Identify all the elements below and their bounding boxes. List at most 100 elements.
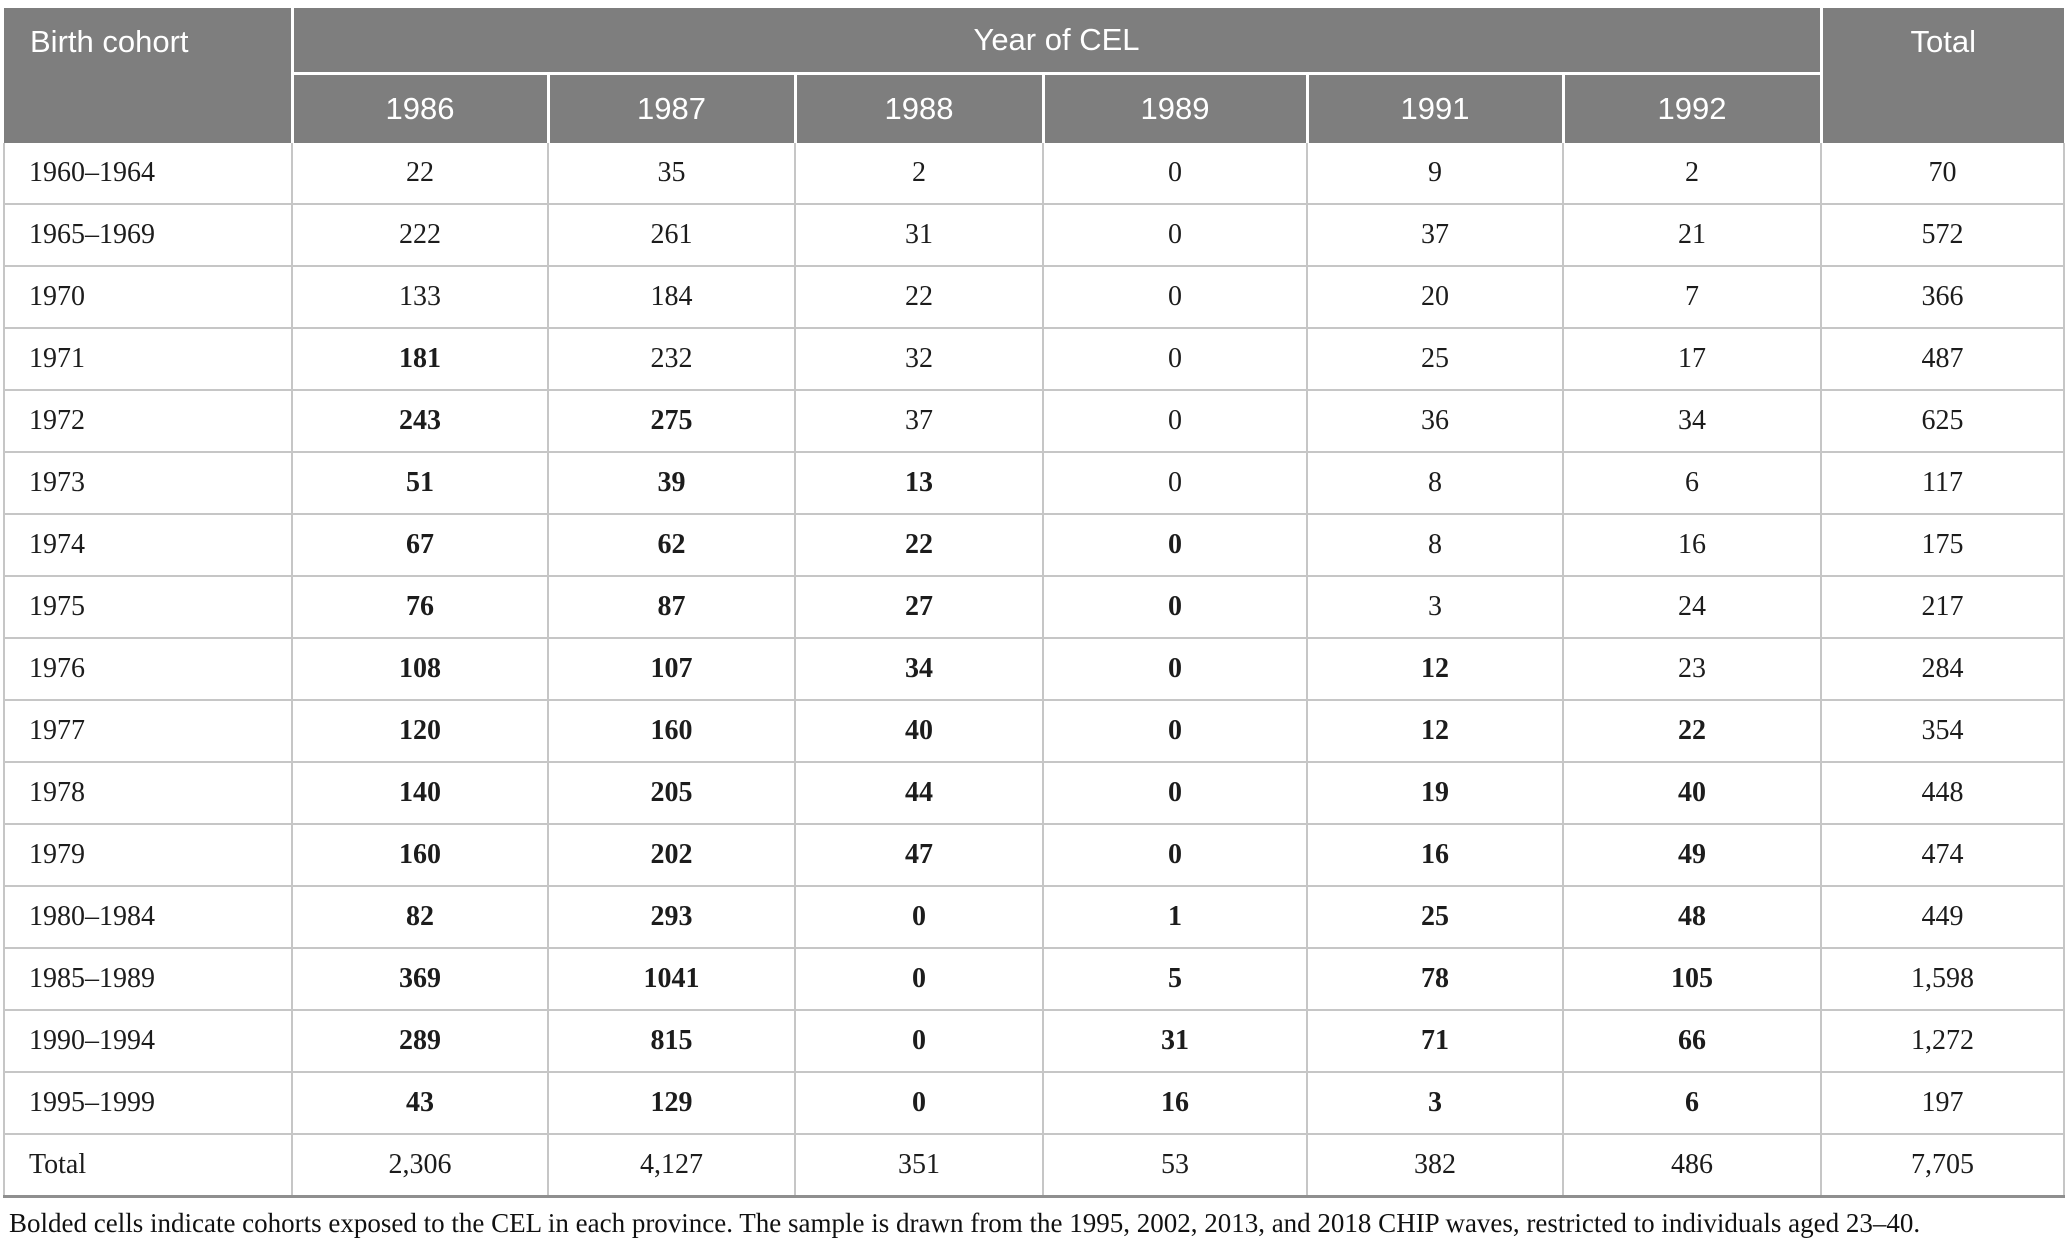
cell-1988: 22 <box>794 265 1044 329</box>
table-row: 1980–1984 82 293 0 1 25 48 449 <box>3 885 2065 949</box>
cell-1987: 35 <box>547 143 796 205</box>
cell-1991: 16 <box>1306 823 1564 887</box>
cell-1989: 0 <box>1042 699 1308 763</box>
header-year-1989: 1989 <box>1041 73 1307 143</box>
table-row: 1976 108 107 34 0 12 23 284 <box>3 637 2065 701</box>
cell-1992: 2 <box>1562 143 1822 205</box>
total-row-label: Total <box>3 1133 293 1198</box>
table-row: 1972 243 275 37 0 36 34 625 <box>3 389 2065 453</box>
cell-1986: 181 <box>291 327 549 391</box>
cell-1991: 37 <box>1306 203 1564 267</box>
table-row: 1974 67 62 22 0 8 16 175 <box>3 513 2065 577</box>
cell-1991: 12 <box>1306 637 1564 701</box>
cell-1992: 24 <box>1562 575 1822 639</box>
cell-1988: 32 <box>794 327 1044 391</box>
table-row: 1965–1969 222 261 31 0 37 21 572 <box>3 203 2065 267</box>
cell-1986: 289 <box>291 1009 549 1073</box>
cell-1986: 43 <box>291 1071 549 1135</box>
cell-1988: 27 <box>794 575 1044 639</box>
table-row: 1970 133 184 22 0 20 7 366 <box>3 265 2065 329</box>
cell-1987: 261 <box>547 203 796 267</box>
cell-row-total: 572 <box>1820 203 2065 267</box>
cell-1991: 3 <box>1306 1071 1564 1135</box>
cell-1986: 67 <box>291 513 549 577</box>
cell-1992: 17 <box>1562 327 1822 391</box>
cell-1986: 22 <box>291 143 549 205</box>
cell-1991: 9 <box>1306 143 1564 205</box>
cell-1989: 53 <box>1042 1133 1308 1198</box>
cell-1986: 82 <box>291 885 549 949</box>
cell-1991: 19 <box>1306 761 1564 825</box>
table-row: 1979 160 202 47 0 16 49 474 <box>3 823 2065 887</box>
cell-1992: 66 <box>1562 1009 1822 1073</box>
cell-row-total: 197 <box>1820 1071 2065 1135</box>
cell-1988: 44 <box>794 761 1044 825</box>
cell-1992: 6 <box>1562 1071 1822 1135</box>
cel-birth-cohort-table: Birth cohort Year of CEL Total 1986 1987 1… <box>3 8 2065 1198</box>
cell-1989: 0 <box>1042 823 1308 887</box>
cell-1992: 105 <box>1562 947 1822 1011</box>
cell-1987: 205 <box>547 761 796 825</box>
cell-1987: 293 <box>547 885 796 949</box>
table-row: 1975 76 87 27 0 3 24 217 <box>3 575 2065 639</box>
cell-1992: 7 <box>1562 265 1822 329</box>
header-row-top: Birth cohort Year of CEL Total <box>4 8 2064 143</box>
cell-1991: 25 <box>1306 885 1564 949</box>
cell-1988: 34 <box>794 637 1044 701</box>
table-body: 1960–1964 22 35 2 0 9 2 70 1965–1969 222 261 31 0 37 2… <box>3 143 2065 1198</box>
table-header: Birth cohort Year of CEL Total 1986 1987 1… <box>4 8 2064 143</box>
row-label: 1979 <box>3 823 293 887</box>
table-row: 1973 51 39 13 0 8 6 117 <box>3 451 2065 515</box>
cell-row-total: 7,705 <box>1820 1133 2065 1198</box>
cell-1988: 31 <box>794 203 1044 267</box>
header-year-1986: 1986 <box>292 73 548 143</box>
cell-row-total: 474 <box>1820 823 2065 887</box>
cell-1987: 275 <box>547 389 796 453</box>
cell-1991: 36 <box>1306 389 1564 453</box>
cell-1988: 13 <box>794 451 1044 515</box>
cell-1992: 49 <box>1562 823 1822 887</box>
cell-row-total: 217 <box>1820 575 2065 639</box>
cell-row-total: 366 <box>1820 265 2065 329</box>
cell-row-total: 1,272 <box>1820 1009 2065 1073</box>
cell-1989: 0 <box>1042 389 1308 453</box>
cell-1989: 0 <box>1042 637 1308 701</box>
cell-1991: 25 <box>1306 327 1564 391</box>
cell-1987: 232 <box>547 327 796 391</box>
cell-1991: 8 <box>1306 451 1564 515</box>
cell-1989: 0 <box>1042 143 1308 205</box>
row-label: 1985–1989 <box>3 947 293 1011</box>
cell-1989: 31 <box>1042 1009 1308 1073</box>
row-label: 1973 <box>3 451 293 515</box>
cell-1988: 0 <box>794 947 1044 1011</box>
cell-1986: 2,306 <box>291 1133 549 1198</box>
cell-1988: 40 <box>794 699 1044 763</box>
cell-1991: 3 <box>1306 575 1564 639</box>
row-label: 1995–1999 <box>3 1071 293 1135</box>
cell-1986: 120 <box>291 699 549 763</box>
row-label: 1965–1969 <box>3 203 293 267</box>
row-label: 1976 <box>3 637 293 701</box>
row-label: 1980–1984 <box>3 885 293 949</box>
table-row: 1971 181 232 32 0 25 17 487 <box>3 327 2065 391</box>
cell-1988: 0 <box>794 1009 1044 1073</box>
cell-row-total: 1,598 <box>1820 947 2065 1011</box>
header-year-of-cel: Year of CEL <box>292 8 1821 75</box>
cell-1987: 62 <box>547 513 796 577</box>
cell-1989: 0 <box>1042 451 1308 515</box>
cell-1986: 51 <box>291 451 549 515</box>
cell-1987: 160 <box>547 699 796 763</box>
cell-1987: 1041 <box>547 947 796 1011</box>
cell-row-total: 175 <box>1820 513 2065 577</box>
header-year-1991: 1991 <box>1305 73 1563 143</box>
header-year-1988: 1988 <box>793 73 1043 143</box>
cell-1992: 23 <box>1562 637 1822 701</box>
cell-1992: 34 <box>1562 389 1822 453</box>
cell-1991: 382 <box>1306 1133 1564 1198</box>
cell-1992: 6 <box>1562 451 1822 515</box>
header-birth-cohort: Birth cohort <box>4 8 294 143</box>
cell-1992: 21 <box>1562 203 1822 267</box>
cell-1989: 1 <box>1042 885 1308 949</box>
cell-1987: 129 <box>547 1071 796 1135</box>
